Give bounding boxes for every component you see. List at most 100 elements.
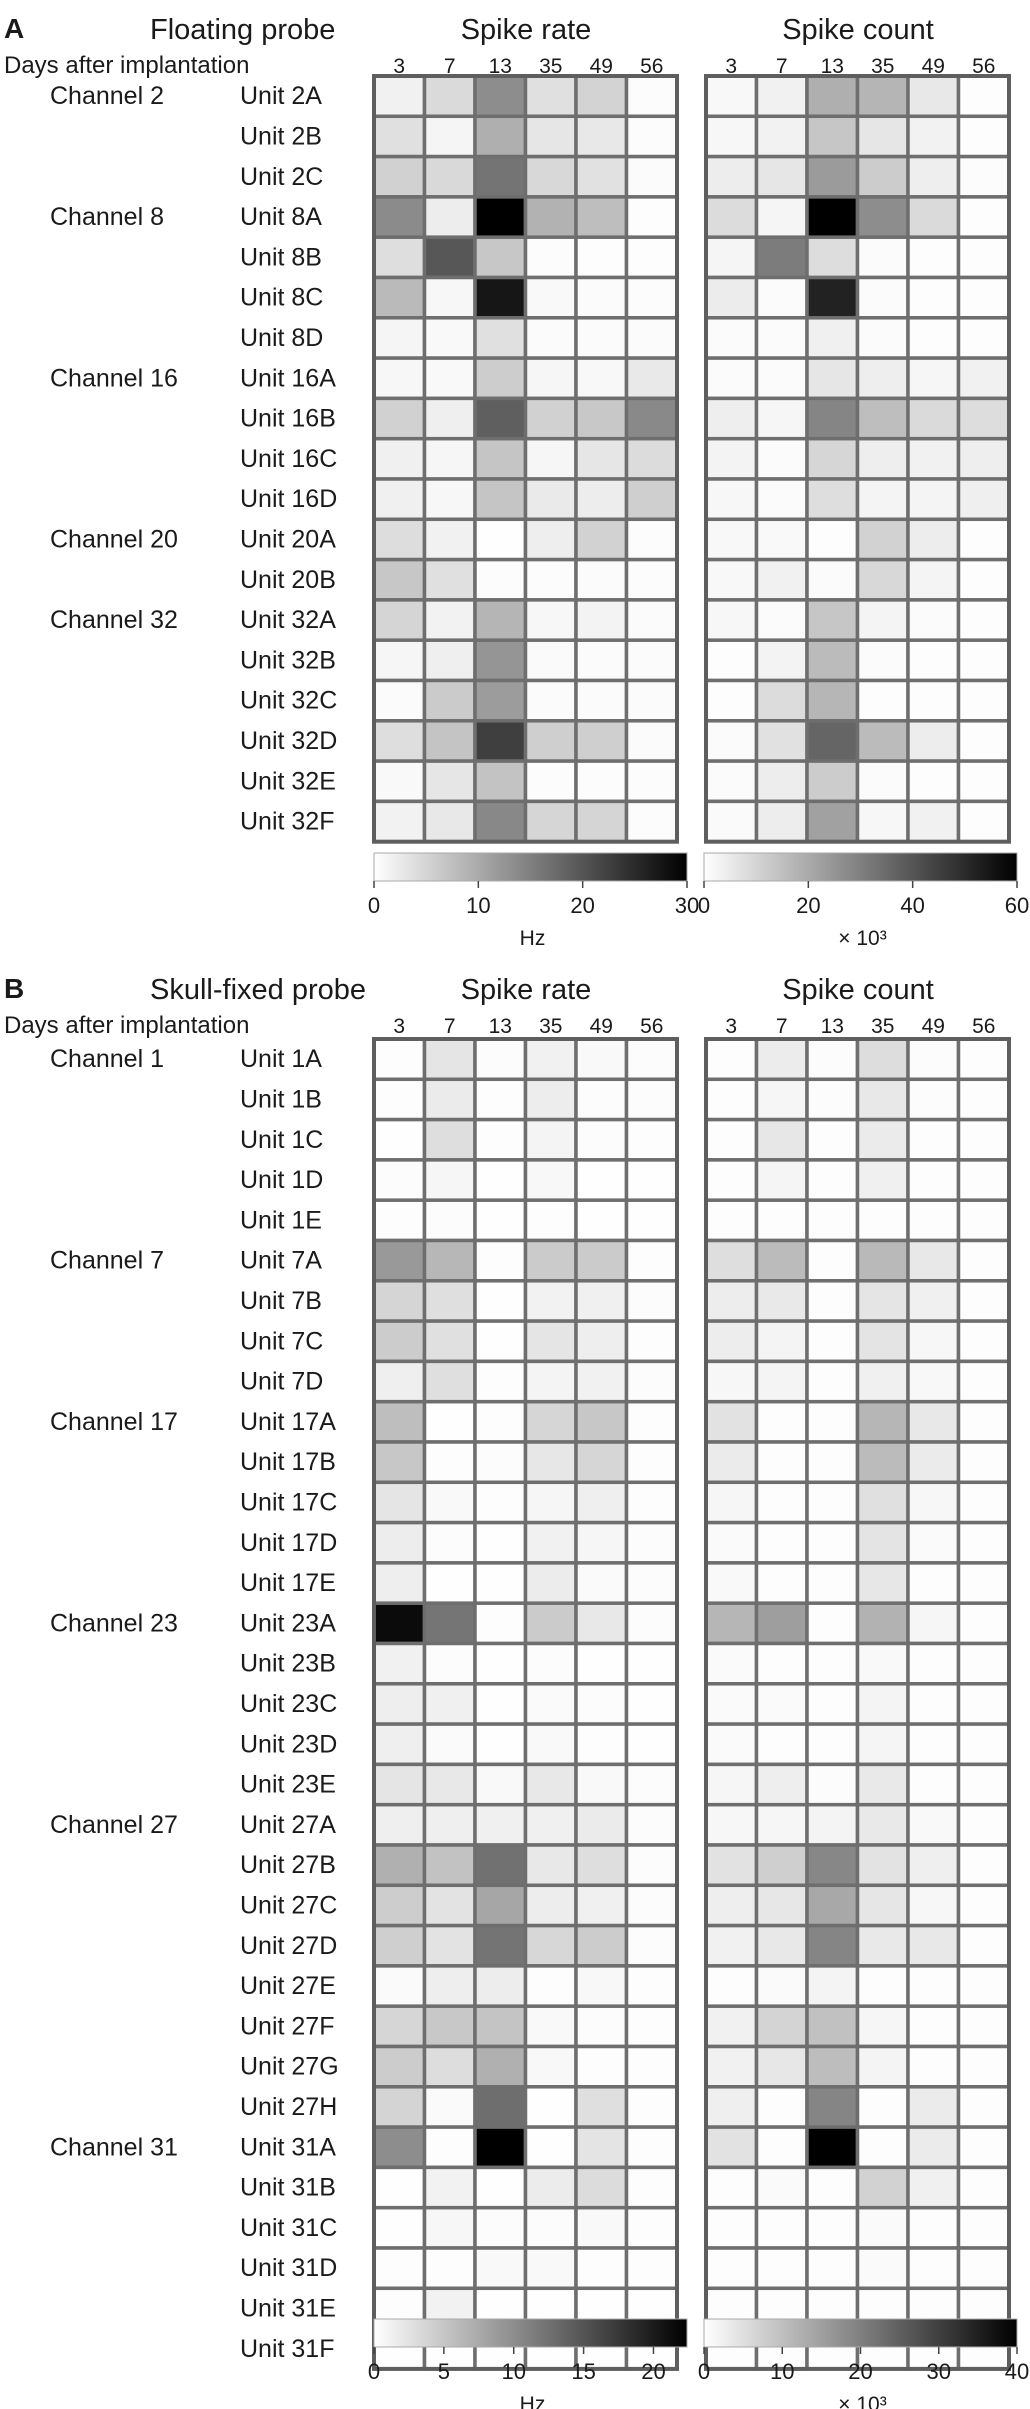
rate-cell bbox=[473, 557, 528, 602]
unit-label: Unit 32A bbox=[240, 606, 336, 634]
rate-cell bbox=[372, 235, 427, 280]
rate-cell bbox=[523, 114, 578, 159]
rate-cell bbox=[422, 275, 477, 320]
rate-cell bbox=[624, 436, 679, 481]
rate-cell bbox=[574, 1359, 629, 1404]
rate-cell bbox=[422, 114, 477, 159]
rate-cell bbox=[624, 477, 679, 522]
rate-cell bbox=[473, 517, 528, 562]
rate-colorbar-tick: 30 bbox=[675, 893, 699, 918]
spike-rate-title: Spike rate bbox=[461, 974, 592, 1006]
unit-label: Unit 27C bbox=[240, 1892, 337, 1920]
count-cell bbox=[855, 719, 910, 763]
rate-cell bbox=[422, 1722, 477, 1767]
count-cell bbox=[754, 2085, 809, 2129]
count-cell bbox=[855, 517, 910, 562]
count-cell bbox=[855, 316, 910, 360]
rate-cell bbox=[422, 235, 477, 280]
count-cell bbox=[754, 1480, 809, 1525]
rate-cell bbox=[372, 154, 427, 199]
count-cell bbox=[805, 195, 860, 239]
rate-cell bbox=[624, 1480, 679, 1525]
rate-cell bbox=[473, 1319, 528, 1364]
count-cell bbox=[906, 74, 961, 119]
count-cell bbox=[956, 598, 1011, 642]
rate-cell bbox=[422, 678, 477, 723]
unit-label: Unit 17D bbox=[240, 1529, 337, 1557]
rate-cell bbox=[523, 1762, 578, 1807]
rate-cell bbox=[624, 2205, 679, 2250]
rate-cell bbox=[523, 2044, 578, 2089]
rate-cell bbox=[422, 396, 477, 441]
rate-cell bbox=[422, 1964, 477, 2008]
count-cell bbox=[956, 2165, 1011, 2210]
rate-cell bbox=[523, 1279, 578, 1323]
rate-cell bbox=[372, 1440, 427, 1485]
count-cell bbox=[805, 2165, 860, 2210]
rate-cell bbox=[574, 1158, 629, 1202]
rate-cell bbox=[473, 759, 528, 804]
count-cell bbox=[906, 436, 961, 481]
rate-cell bbox=[574, 598, 629, 642]
rate-cell bbox=[422, 154, 477, 199]
rate-cell bbox=[422, 2205, 477, 2250]
rate-cell bbox=[422, 1641, 477, 1686]
rate-cell bbox=[422, 2004, 477, 2049]
rate-cell bbox=[372, 1279, 427, 1323]
rate-cell bbox=[473, 74, 528, 119]
rate-cell bbox=[473, 1037, 528, 1082]
count-cell bbox=[805, 1117, 860, 1162]
rate-cell bbox=[523, 477, 578, 522]
rate-cell bbox=[624, 1117, 679, 1162]
rate-cell bbox=[372, 436, 427, 481]
rate-cell bbox=[473, 1883, 528, 1928]
channel-label: Channel 23 bbox=[50, 1609, 178, 1637]
count-cell bbox=[855, 1198, 910, 1243]
channel-label: Channel 16 bbox=[50, 364, 178, 392]
count-cell bbox=[754, 195, 809, 239]
rate-cell bbox=[473, 1762, 528, 1807]
count-cell bbox=[956, 2125, 1011, 2170]
count-cell bbox=[956, 1802, 1011, 1847]
count-cell bbox=[805, 517, 860, 562]
count-cell bbox=[754, 154, 809, 199]
rate-cell bbox=[523, 1641, 578, 1686]
count-cell bbox=[956, 2205, 1011, 2250]
count-cell bbox=[805, 1762, 860, 1807]
count-grid-frame bbox=[704, 74, 1011, 844]
rate-cell bbox=[473, 2165, 528, 2210]
rate-cell bbox=[574, 1802, 629, 1847]
rate-day-tick: 3 bbox=[393, 55, 405, 78]
rate-cell bbox=[523, 356, 578, 401]
count-cell bbox=[704, 678, 759, 723]
rate-cell bbox=[473, 2246, 528, 2291]
rate-cell bbox=[523, 1520, 578, 1565]
count-colorbar bbox=[703, 2318, 1018, 2348]
count-cell bbox=[906, 799, 961, 844]
count-cell bbox=[754, 1682, 809, 1726]
unit-label: Unit 27D bbox=[240, 1932, 337, 1960]
count-cell bbox=[956, 638, 1011, 683]
count-cell bbox=[855, 1480, 910, 1525]
rate-cell bbox=[523, 1561, 578, 1605]
count-cell bbox=[855, 1077, 910, 1122]
count-cell bbox=[906, 678, 961, 723]
rate-cell bbox=[624, 1238, 679, 1283]
count-cell bbox=[754, 1198, 809, 1243]
rate-cell bbox=[473, 2004, 528, 2049]
count-cell bbox=[704, 2165, 759, 2210]
rate-cell bbox=[372, 759, 427, 804]
rate-day-tick: 49 bbox=[590, 1015, 613, 1038]
rate-cell bbox=[624, 2125, 679, 2170]
rate-cell bbox=[624, 598, 679, 642]
count-cell bbox=[805, 1359, 860, 1404]
rate-cell bbox=[372, 2085, 427, 2129]
count-cell bbox=[855, 759, 910, 804]
rate-cell bbox=[422, 517, 477, 562]
count-colorbar-unit: × 10³ bbox=[838, 2393, 886, 2409]
rate-cell bbox=[372, 316, 427, 360]
days-axis-label: Days after implantation bbox=[4, 52, 249, 79]
unit-label: Unit 31F bbox=[240, 2335, 334, 2363]
count-cell bbox=[855, 436, 910, 481]
count-cell bbox=[704, 517, 759, 562]
